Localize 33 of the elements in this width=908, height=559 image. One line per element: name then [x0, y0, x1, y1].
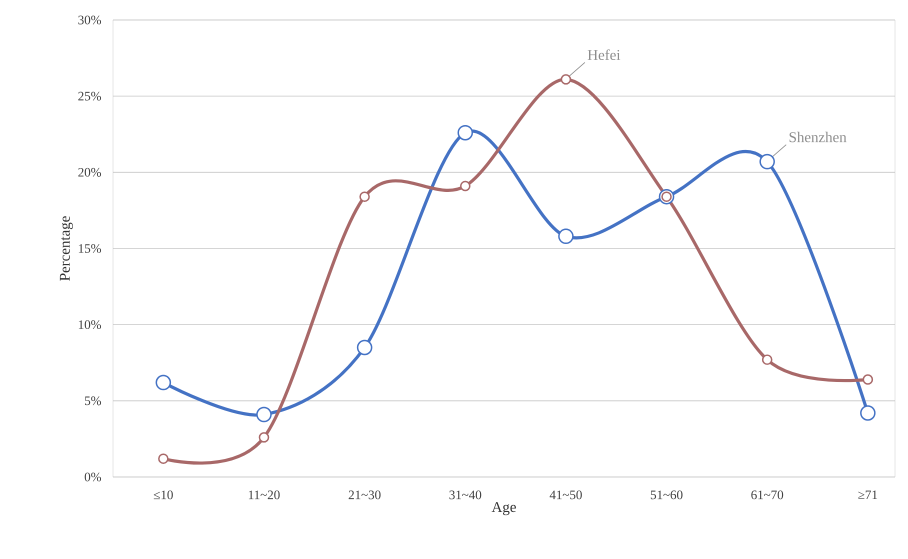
x-tick-label: 31~40 [449, 490, 482, 500]
point [256, 406, 272, 422]
y-axis-title: Percentage [60, 216, 73, 281]
x-tick-label: 41~50 [550, 490, 582, 500]
x-tick-label: 61~70 [751, 490, 784, 500]
point [156, 374, 172, 390]
y-tick-label: 25% [78, 92, 102, 101]
point [558, 228, 574, 244]
y-tick-label: 15% [78, 244, 102, 253]
point [359, 191, 370, 202]
point [356, 340, 372, 356]
y-tick-label: 0% [84, 472, 102, 482]
y-tick-label: 10% [78, 320, 102, 330]
point [560, 74, 572, 85]
point [458, 124, 474, 140]
series-label: Hefei [588, 49, 620, 60]
x-tick-label: ≤10 [154, 490, 173, 500]
x-tick-label: 21~30 [348, 490, 381, 500]
x-tick-label: 11~20 [248, 490, 280, 500]
point [258, 432, 270, 443]
point [158, 453, 169, 464]
y-tick-label: 20% [78, 168, 102, 177]
series-label: Shenzhen [790, 132, 846, 142]
point [460, 180, 471, 192]
point [762, 354, 772, 365]
point [860, 405, 876, 421]
point [759, 154, 775, 170]
x-tick-label: 51~60 [650, 490, 683, 500]
y-tick-label: 30% [78, 16, 102, 24]
x-axis-title: Age [492, 502, 516, 516]
y-tick-label: 5% [84, 396, 102, 406]
point [862, 374, 874, 385]
x-tick-label: ≥71 [858, 490, 878, 500]
